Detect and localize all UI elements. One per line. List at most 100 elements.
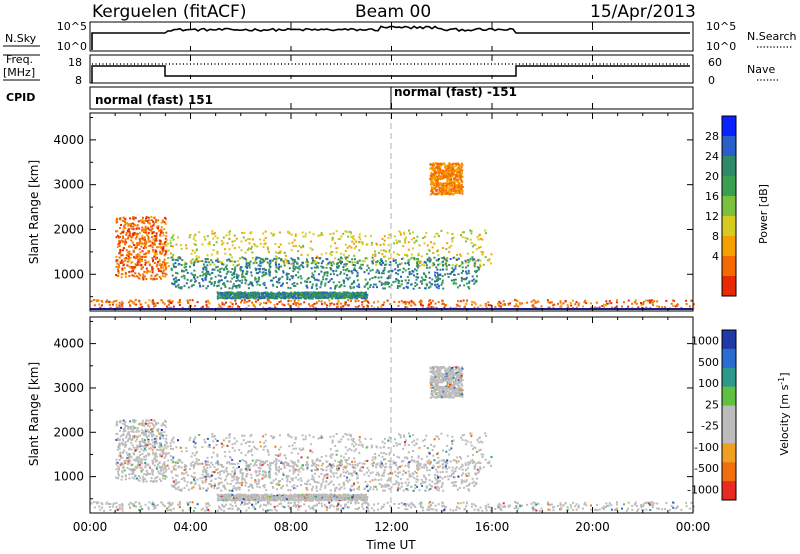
power-echo: [446, 231, 449, 234]
power-echo: [314, 291, 317, 294]
power-echo: [133, 256, 135, 259]
power-echo: [364, 299, 367, 302]
power-echo: [517, 305, 520, 308]
power-echo: [464, 236, 467, 239]
power-echo: [173, 280, 176, 283]
power-echo: [436, 272, 439, 274]
power-echo: [170, 267, 173, 270]
power-echo: [275, 258, 278, 261]
power-echo: [126, 254, 129, 257]
power-echo: [437, 170, 440, 173]
power-echo: [168, 306, 171, 309]
power-echo: [121, 254, 124, 257]
power-echo: [479, 246, 482, 249]
power-echo: [397, 305, 400, 307]
velocity-echo: [387, 460, 390, 463]
velocity-echo: [144, 431, 147, 434]
power-echo: [320, 232, 323, 235]
velocity-echo: [259, 445, 262, 448]
power-echo: [347, 291, 350, 294]
power-echo: [194, 233, 197, 236]
power-echo: [317, 291, 320, 294]
power-echo: [254, 244, 257, 247]
power-echo: [478, 233, 481, 236]
power-echo: [122, 237, 125, 239]
power-echo: [404, 238, 407, 241]
power-echo: [172, 263, 175, 266]
power-echo: [467, 286, 470, 288]
velocity-echo: [210, 456, 213, 459]
power-echo: [473, 258, 476, 261]
power-echo: [231, 256, 234, 259]
power-echo: [170, 302, 172, 305]
power-echo: [449, 185, 452, 188]
power-echo: [133, 300, 136, 303]
power-echo: [450, 172, 453, 175]
power-echo: [145, 267, 148, 270]
velocity-echo: [408, 461, 411, 464]
velocity-echo: [160, 469, 163, 472]
power-echo: [284, 294, 287, 296]
velocity-echo: [159, 466, 162, 469]
power-echo: [516, 300, 519, 303]
power-echo: [406, 254, 409, 257]
power-echo: [254, 293, 257, 296]
velocity-echo: [361, 443, 364, 446]
power-echo: [347, 304, 350, 307]
power-echo: [431, 299, 434, 302]
power-echo: [124, 243, 127, 246]
power-echo: [278, 296, 281, 299]
power-echo: [126, 229, 129, 232]
power-echo: [466, 252, 469, 255]
power-echo: [241, 294, 244, 297]
velocity-echo: [165, 447, 168, 450]
power-echo: [635, 302, 638, 305]
velocity-echo: [130, 468, 133, 471]
power-echo: [200, 306, 203, 309]
power-echo: [332, 291, 335, 294]
power-echo: [244, 251, 247, 254]
power-echo: [487, 304, 490, 307]
power-echo: [279, 250, 282, 253]
power-echo: [309, 247, 312, 250]
power-echo: [449, 167, 452, 170]
power-echo: [185, 282, 188, 285]
velocity-echo: [320, 456, 323, 458]
velocity-echo: [141, 422, 143, 425]
power-echo: [159, 245, 162, 248]
velocity-echo: [479, 448, 482, 451]
power-echo: [231, 268, 234, 270]
power-echo: [236, 264, 239, 267]
nsky-tick-bottom: 10^0: [57, 40, 87, 53]
power-echo: [220, 306, 223, 309]
nsky-trace: [91, 25, 690, 50]
power-echo: [141, 242, 144, 245]
power-echo: [363, 271, 366, 274]
power-echo: [534, 299, 537, 302]
velocity-echo: [122, 434, 125, 437]
power-echo: [451, 267, 454, 270]
power-echo: [225, 291, 228, 294]
power-echo: [229, 296, 232, 299]
power-echo: [147, 236, 150, 239]
velocity-echo: [278, 468, 281, 471]
power-echo: [291, 277, 294, 280]
velocity-echo: [297, 452, 300, 455]
power-echo: [440, 163, 443, 165]
power-echo: [314, 295, 317, 298]
power-echo: [118, 256, 121, 259]
power-echo: [155, 250, 158, 253]
power-echo: [286, 278, 289, 281]
power-echo: [169, 252, 172, 255]
power-echo: [146, 269, 149, 272]
power-colorbar-swatch: [722, 276, 736, 297]
power-echo: [162, 266, 165, 269]
power-echo: [228, 231, 231, 234]
power-echo: [462, 270, 464, 272]
power-echo: [367, 272, 370, 275]
velocity-echo: [365, 446, 368, 449]
power-echo: [270, 279, 272, 282]
velocity-echo: [126, 432, 129, 435]
power-echo: [451, 187, 454, 190]
